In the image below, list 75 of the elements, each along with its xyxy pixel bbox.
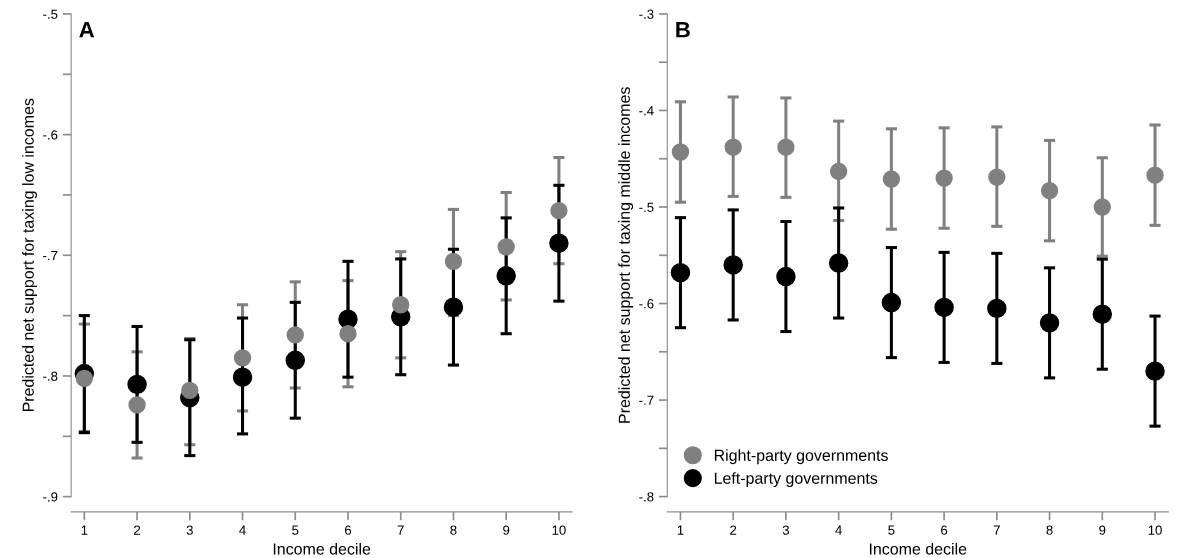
point — [497, 238, 515, 256]
x-tick-label: 2 — [134, 525, 141, 535]
x-tick-label: 3 — [186, 525, 193, 535]
point — [127, 374, 147, 395]
point — [671, 143, 690, 161]
x-tick-label: 10 — [552, 525, 566, 535]
point — [496, 266, 516, 286]
point — [1145, 361, 1165, 381]
x-tick-label: 4 — [239, 525, 246, 535]
point — [549, 233, 569, 253]
point — [934, 297, 954, 318]
chart-title: A — [79, 22, 95, 38]
point — [723, 255, 743, 275]
y-tick-label: -.8 — [43, 371, 58, 381]
y-tick-label: -.5 — [43, 9, 58, 19]
x-tick-label: 10 — [1148, 525, 1162, 535]
x-tick-label: 7 — [397, 525, 404, 535]
point — [75, 369, 94, 388]
x-tick-label: 5 — [292, 525, 299, 535]
x-axis-title: Income decile — [869, 542, 967, 555]
point — [285, 350, 305, 370]
x-tick-label: 5 — [888, 525, 895, 535]
point — [1040, 181, 1059, 200]
x-tick-label: 3 — [782, 525, 790, 535]
y-tick-label: -.4 — [639, 106, 654, 116]
point — [232, 367, 253, 387]
x-tick-label: 1 — [81, 525, 88, 535]
x-tick-label: 8 — [450, 525, 457, 535]
x-tick-label: 1 — [677, 525, 684, 535]
legend-label: Right-party governments — [714, 449, 888, 465]
x-tick-label: 4 — [835, 525, 842, 535]
point — [777, 138, 795, 156]
x-tick-label: 9 — [503, 525, 510, 535]
y-axis-title: Predicted net support for taxing low incomes — [22, 98, 38, 412]
point — [1092, 304, 1113, 324]
point — [1146, 166, 1164, 184]
point — [988, 168, 1006, 186]
x-tick-label: 8 — [1046, 525, 1053, 535]
point — [829, 162, 848, 180]
point — [987, 298, 1007, 319]
y-axis-title: Predicted net support for taxing middle incomes — [618, 87, 634, 423]
x-tick-label: 2 — [730, 525, 737, 535]
point — [724, 138, 742, 156]
y-tick-label: -.7 — [43, 250, 58, 261]
point — [935, 169, 953, 187]
y-tick-label: -.9 — [43, 492, 58, 502]
point — [443, 297, 464, 317]
point — [444, 252, 463, 270]
point — [286, 326, 304, 344]
point — [828, 253, 849, 273]
point — [881, 292, 902, 313]
chart-title: B — [676, 22, 690, 38]
x-tick-label: 9 — [1099, 525, 1106, 535]
x-tick-label: 7 — [993, 525, 1000, 535]
point — [1039, 313, 1060, 333]
y-tick-label: -.3 — [639, 9, 654, 19]
point — [181, 381, 199, 400]
point — [776, 266, 796, 287]
point — [233, 349, 252, 367]
point — [1093, 198, 1111, 216]
y-tick-label: -.6 — [43, 130, 58, 140]
x-tick-label: 6 — [941, 525, 948, 535]
y-tick-label: -.6 — [639, 299, 654, 309]
y-tick-label: -.8 — [639, 492, 654, 502]
point — [339, 325, 357, 343]
point — [670, 262, 691, 283]
legend-label: Left-party governments — [714, 472, 878, 488]
point — [550, 201, 568, 220]
y-tick-label: -.5 — [639, 202, 654, 212]
point — [128, 396, 146, 414]
y-tick-label: -.7 — [639, 395, 654, 405]
x-tick-label: 6 — [344, 525, 352, 535]
point — [392, 296, 410, 314]
point — [882, 170, 901, 188]
x-axis-title: Income decile — [273, 542, 371, 555]
